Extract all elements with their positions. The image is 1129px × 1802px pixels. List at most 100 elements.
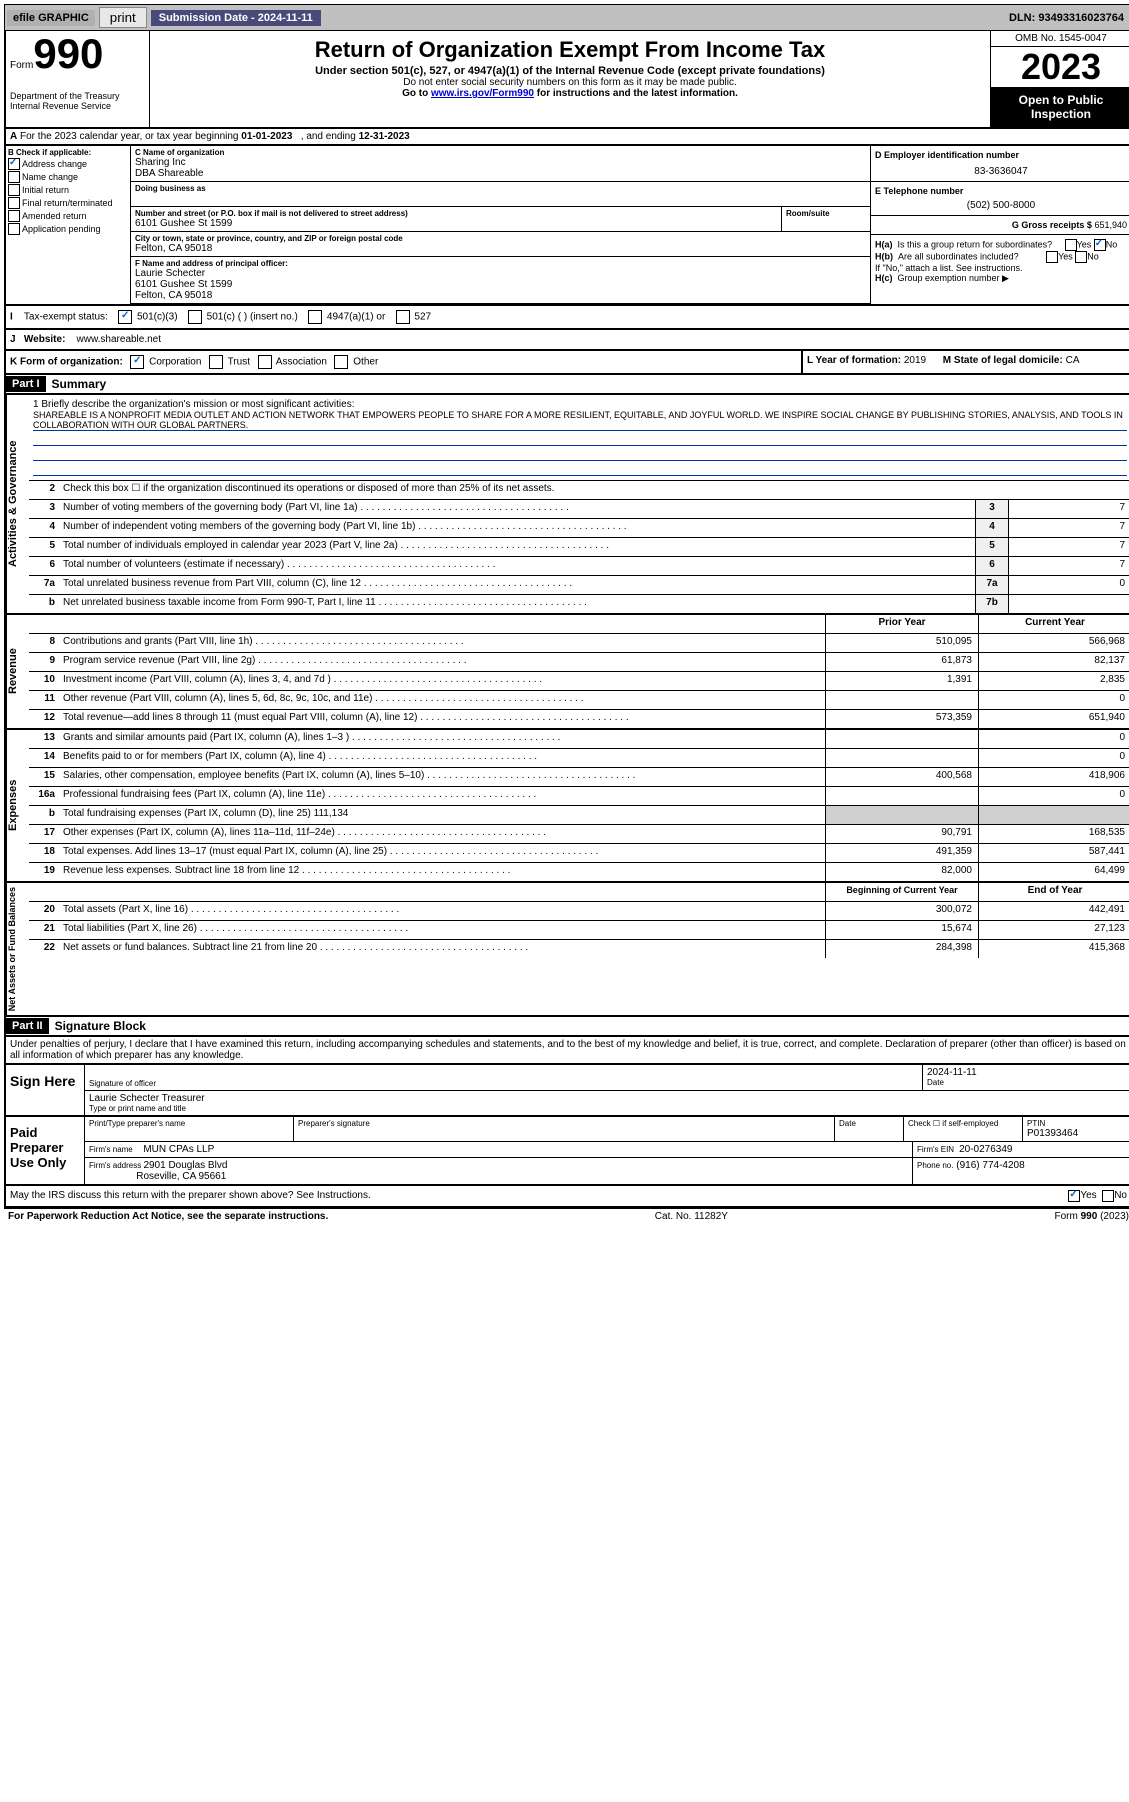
data-line: 18Total expenses. Add lines 13–17 (must … (29, 844, 1129, 863)
form-word: Form (10, 60, 33, 71)
org-name-label: C Name of organization (135, 148, 866, 157)
part2-label: Part II (6, 1018, 49, 1034)
form-number: 990 (33, 30, 103, 77)
checkbox-icon[interactable] (1065, 239, 1077, 251)
line-a-text: For the 2023 calendar year, or tax year … (20, 131, 410, 142)
firm-city: Roseville, CA 95661 (136, 1171, 226, 1182)
data-line: 11Other revenue (Part VIII, column (A), … (29, 691, 1129, 710)
part1-header: Part I Summary (4, 375, 1129, 395)
gov-line: 7aTotal unrelated business revenue from … (29, 576, 1129, 595)
box-b-title: B Check if applicable: (8, 148, 128, 157)
page-footer: For Paperwork Reduction Act Notice, see … (4, 1208, 1129, 1224)
sign-here-label: Sign Here (6, 1065, 85, 1115)
gov-line: 6Total number of volunteers (estimate if… (29, 557, 1129, 576)
checkbox-icon (8, 197, 20, 209)
chk-corp[interactable] (130, 355, 144, 369)
checkbox-icon (8, 171, 20, 183)
paid-preparer-section: Paid Preparer Use Only Print/Type prepar… (4, 1117, 1129, 1186)
omb-number: OMB No. 1545-0047 (991, 31, 1129, 47)
checkbox-icon (8, 223, 20, 235)
chk-other[interactable] (334, 355, 348, 369)
cat-no: Cat. No. 11282Y (655, 1211, 728, 1222)
begin-year-header: Beginning of Current Year (825, 883, 978, 901)
chk-address-change[interactable]: Address change (8, 158, 128, 170)
current-year-header: Current Year (978, 615, 1129, 633)
vtab-revenue: Revenue (6, 615, 29, 728)
chk-4947[interactable] (308, 310, 322, 324)
firm-name: MUN CPAs LLP (143, 1144, 214, 1155)
gov-line: 5Total number of individuals employed in… (29, 538, 1129, 557)
website-value: www.shareable.net (77, 334, 162, 345)
data-line: 13Grants and similar amounts paid (Part … (29, 730, 1129, 749)
data-line: 22Net assets or fund balances. Subtract … (29, 940, 1129, 958)
chk-trust[interactable] (209, 355, 223, 369)
officer-addr: 6101 Gushee St 1599 (135, 279, 866, 290)
right-column: D Employer identification number 83-3636… (870, 146, 1129, 304)
box-c: C Name of organization Sharing Inc DBA S… (131, 146, 870, 304)
form-title: Return of Organization Exempt From Incom… (154, 37, 986, 63)
officer-city: Felton, CA 95018 (135, 290, 866, 301)
data-line: 9Program service revenue (Part VIII, lin… (29, 653, 1129, 672)
data-line: 12Total revenue—add lines 8 through 11 (… (29, 710, 1129, 728)
open-inspection: Open to Public Inspection (991, 87, 1129, 127)
col-header-row: Prior Year Current Year (29, 615, 1129, 634)
firm-addr: 2901 Douglas Blvd (143, 1160, 227, 1171)
print-button[interactable]: print (99, 7, 147, 28)
data-line: 14Benefits paid to or for members (Part … (29, 749, 1129, 768)
firm-ein: 20-0276349 (959, 1144, 1012, 1155)
goto-link: Go to www.irs.gov/Form990 for instructio… (154, 88, 986, 99)
revenue-section: Revenue Prior Year Current Year 8Contrib… (4, 615, 1129, 730)
chk-amended[interactable]: Amended return (8, 210, 128, 222)
chk-501c3[interactable] (118, 310, 132, 324)
perjury-text: Under penalties of perjury, I declare th… (4, 1037, 1129, 1065)
vtab-expenses: Expenses (6, 730, 29, 881)
checkbox-icon[interactable] (1075, 251, 1087, 263)
checkbox-icon[interactable] (1094, 239, 1106, 251)
row-j: J Website: www.shareable.net (4, 330, 1129, 351)
addr-label: Number and street (or P.O. box if mail i… (135, 209, 777, 218)
paid-prep-label: Paid Preparer Use Only (6, 1117, 85, 1184)
gov-line: 4Number of independent voting members of… (29, 519, 1129, 538)
data-line: bTotal fundraising expenses (Part IX, co… (29, 806, 1129, 825)
chk-name-change[interactable]: Name change (8, 171, 128, 183)
gross-value: 651,940 (1094, 220, 1127, 230)
discuss-row: May the IRS discuss this return with the… (4, 1186, 1129, 1208)
chk-assoc[interactable] (258, 355, 272, 369)
chk-final-return[interactable]: Final return/terminated (8, 197, 128, 209)
chk-501c[interactable] (188, 310, 202, 324)
org-name: Sharing Inc (135, 157, 866, 168)
phone-label: E Telephone number (875, 186, 1127, 196)
form-header: Form990 Department of the TreasuryIntern… (4, 31, 1129, 129)
dba-label: Doing business as (135, 184, 866, 193)
vtab-governance: Activities & Governance (6, 395, 29, 613)
phone-value: (502) 500-8000 (875, 196, 1127, 211)
irs-link[interactable]: www.irs.gov/Form990 (431, 88, 534, 99)
part1-title: Summary (46, 375, 113, 393)
discuss-no[interactable] (1102, 1190, 1114, 1202)
dln-label: DLN: 93493316023764 (1009, 12, 1124, 24)
chk-app-pending[interactable]: Application pending (8, 223, 128, 235)
sig-date-label: Date (927, 1078, 1127, 1087)
pra-notice: For Paperwork Reduction Act Notice, see … (8, 1211, 328, 1222)
ein-label: D Employer identification number (875, 150, 1127, 160)
data-line: 16aProfessional fundraising fees (Part I… (29, 787, 1129, 806)
form-id-block: Form990 Department of the TreasuryIntern… (6, 31, 150, 127)
chk-initial-return[interactable]: Initial return (8, 184, 128, 196)
officer-name: Laurie Schecter (135, 268, 866, 279)
hb-text: H(b) Are all subordinates included? Yes … (875, 251, 1127, 263)
checkbox-icon[interactable] (1046, 251, 1058, 263)
header-grid: B Check if applicable: Address change Na… (4, 146, 1129, 306)
sig-date: 2024-11-11 (927, 1067, 1127, 1078)
governance-section: Activities & Governance 1 Briefly descri… (4, 395, 1129, 615)
vtab-netassets: Net Assets or Fund Balances (6, 883, 29, 1015)
chk-527[interactable] (396, 310, 410, 324)
sign-here-section: Sign Here Signature of officer 2024-11-1… (4, 1065, 1129, 1117)
submission-date: Submission Date - 2024-11-11 (151, 10, 321, 26)
mission-box: 1 Briefly describe the organization's mi… (29, 395, 1129, 481)
org-city: Felton, CA 95018 (135, 243, 866, 254)
row-klm: K Form of organization: Corporation Trus… (4, 351, 1129, 375)
data-line: 8Contributions and grants (Part VIII, li… (29, 634, 1129, 653)
ptin-value: P01393464 (1027, 1128, 1127, 1139)
hc-text: H(c) Group exemption number ▶ (875, 273, 1127, 284)
discuss-yes[interactable] (1068, 1190, 1080, 1202)
